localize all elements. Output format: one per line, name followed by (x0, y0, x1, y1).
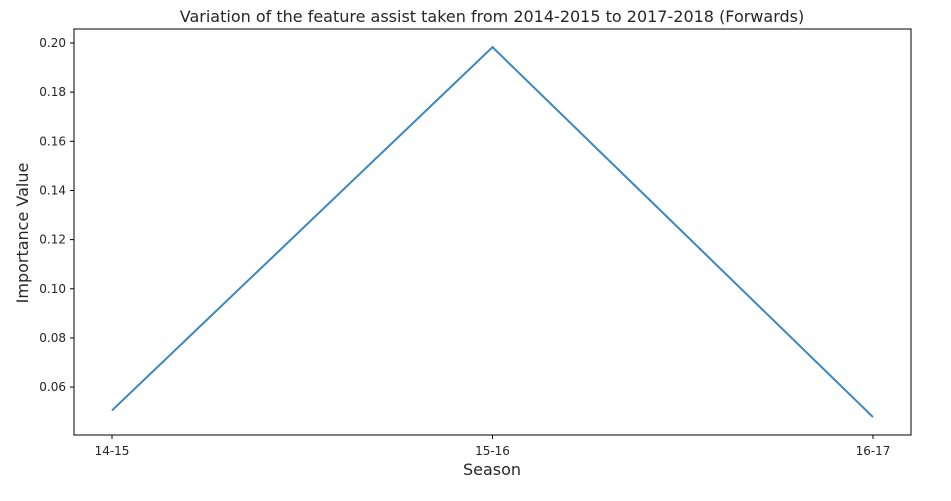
y-tick-label: 0.20 (39, 36, 66, 50)
plot-frame (73, 28, 912, 436)
series-line (111, 45, 874, 418)
x-tick-label: 16-17 (856, 444, 891, 458)
x-tick-label: 14-15 (95, 444, 130, 458)
plot-area: 0.06 0.08 0.10 0.12 0.14 0.16 0.18 0.20 14-15 15-… (39, 28, 912, 458)
x-axis-label: Season (463, 460, 521, 479)
y-tick-label: 0.12 (39, 233, 66, 247)
y-tick-label: 0.06 (39, 380, 66, 394)
y-tick-label: 0.16 (39, 134, 66, 148)
x-tick-label: 15-16 (475, 444, 510, 458)
y-tick-label: 0.10 (39, 282, 66, 296)
y-tick-label: 0.14 (39, 183, 66, 197)
chart-title: Variation of the feature assist taken fr… (180, 7, 804, 26)
y-tick-label: 0.08 (39, 331, 66, 345)
y-tick-label: 0.18 (39, 85, 66, 99)
y-axis-label: Importance Value (13, 163, 32, 304)
